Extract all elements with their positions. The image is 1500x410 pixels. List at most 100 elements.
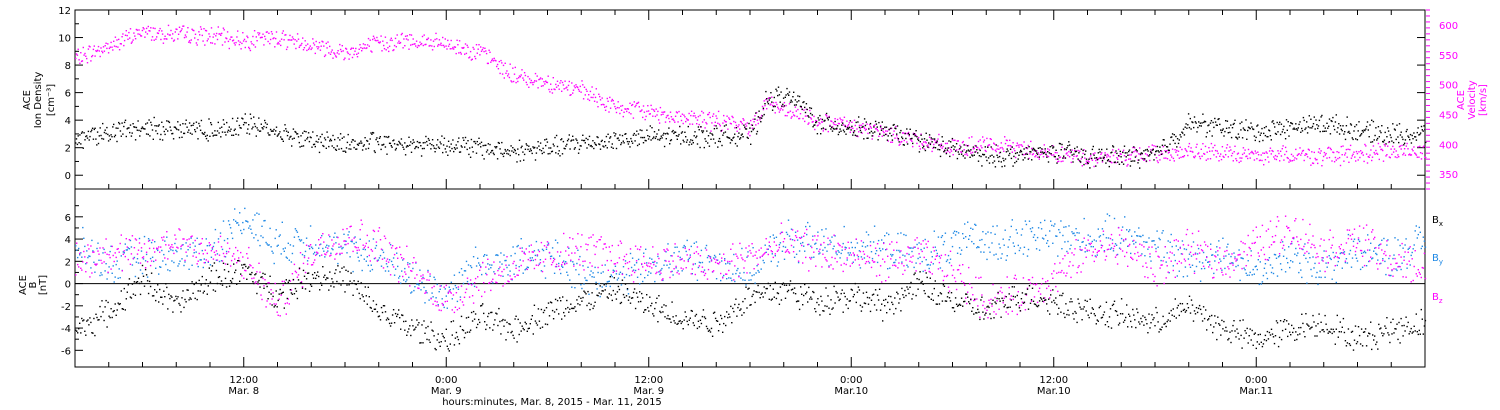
by-point	[355, 241, 357, 244]
by-point	[246, 220, 248, 222]
density-point	[128, 127, 130, 129]
density-point	[619, 134, 621, 136]
by-point	[1043, 238, 1045, 240]
by-point	[569, 279, 571, 281]
by-point	[810, 245, 812, 247]
velocity-point	[554, 88, 556, 91]
by-point	[565, 261, 567, 263]
velocity-point	[219, 33, 221, 35]
velocity-point	[670, 116, 673, 118]
density-point	[992, 162, 994, 164]
density-point	[506, 152, 508, 155]
velocity-point	[442, 44, 445, 47]
velocity-point	[346, 51, 349, 53]
by-point	[1232, 262, 1234, 264]
by-point	[418, 284, 420, 286]
density-point	[1042, 152, 1045, 155]
density-point	[177, 121, 179, 123]
density-point	[451, 147, 453, 150]
density-point	[1096, 159, 1099, 161]
velocity-point	[265, 31, 268, 33]
by-point	[424, 302, 426, 304]
by-point	[776, 265, 779, 267]
bz-point	[80, 267, 82, 269]
density-point	[558, 150, 560, 152]
by-point	[734, 280, 736, 283]
density-point	[166, 120, 168, 122]
by-point	[549, 255, 552, 258]
by-point	[579, 255, 581, 258]
density-point	[1041, 148, 1043, 150]
velocity-point	[167, 33, 169, 35]
density-point	[485, 151, 488, 153]
density-point	[635, 134, 637, 136]
velocity-point	[547, 75, 549, 77]
by-point	[364, 248, 366, 251]
density-point	[199, 125, 201, 127]
velocity-point	[1265, 151, 1267, 153]
velocity-point	[1262, 152, 1264, 154]
density-point	[993, 156, 995, 158]
velocity-point	[1209, 158, 1212, 160]
by-point	[449, 289, 451, 291]
by-point	[1165, 261, 1167, 263]
velocity-point	[965, 144, 967, 146]
velocity-point	[1124, 159, 1126, 162]
by-point	[1398, 265, 1400, 268]
by-point	[346, 252, 348, 254]
velocity-point	[890, 141, 892, 143]
velocity-point	[1116, 157, 1118, 159]
velocity-point	[469, 50, 472, 53]
velocity-point	[960, 151, 962, 153]
density-point	[1403, 142, 1406, 144]
density-point	[819, 114, 821, 117]
density-point	[1387, 130, 1390, 132]
velocity-point	[1133, 147, 1136, 149]
density-point	[312, 143, 315, 146]
by-point	[551, 247, 554, 249]
density-point	[905, 137, 907, 140]
by-point	[1033, 234, 1036, 236]
density-point	[757, 116, 759, 118]
velocity-point	[485, 50, 487, 52]
density-point	[275, 126, 278, 128]
density-point	[652, 137, 654, 140]
velocity-point	[1367, 155, 1369, 158]
density-point	[267, 132, 269, 134]
bz-point	[238, 257, 240, 259]
density-point	[349, 144, 351, 146]
velocity-point	[518, 77, 520, 79]
by-point	[907, 266, 909, 268]
velocity-point	[1284, 153, 1286, 156]
velocity-point	[196, 44, 198, 46]
density-point	[922, 147, 924, 149]
density-point	[1407, 135, 1409, 137]
bz-point	[101, 262, 103, 264]
velocity-point	[156, 36, 158, 38]
bz-point	[142, 256, 145, 258]
density-point	[1336, 131, 1338, 133]
density-point	[127, 127, 129, 129]
density-point	[326, 131, 328, 133]
density-point	[550, 147, 552, 149]
density-point	[90, 130, 92, 133]
velocity-point	[238, 43, 241, 46]
by-point	[104, 270, 106, 272]
by-point	[805, 225, 807, 228]
by-point	[793, 256, 796, 258]
velocity-point	[1261, 159, 1263, 162]
velocity-point	[616, 106, 619, 109]
density-point	[1250, 122, 1252, 124]
bz-point	[92, 251, 94, 253]
velocity-point	[385, 49, 387, 51]
by-point	[1338, 257, 1340, 259]
velocity-point	[1023, 141, 1025, 143]
by-point	[91, 239, 93, 242]
velocity-point	[150, 27, 152, 29]
by-point	[769, 236, 771, 238]
density-point	[561, 138, 563, 140]
density-point	[615, 133, 617, 135]
velocity-point	[1016, 142, 1018, 144]
velocity-point	[1117, 148, 1120, 151]
